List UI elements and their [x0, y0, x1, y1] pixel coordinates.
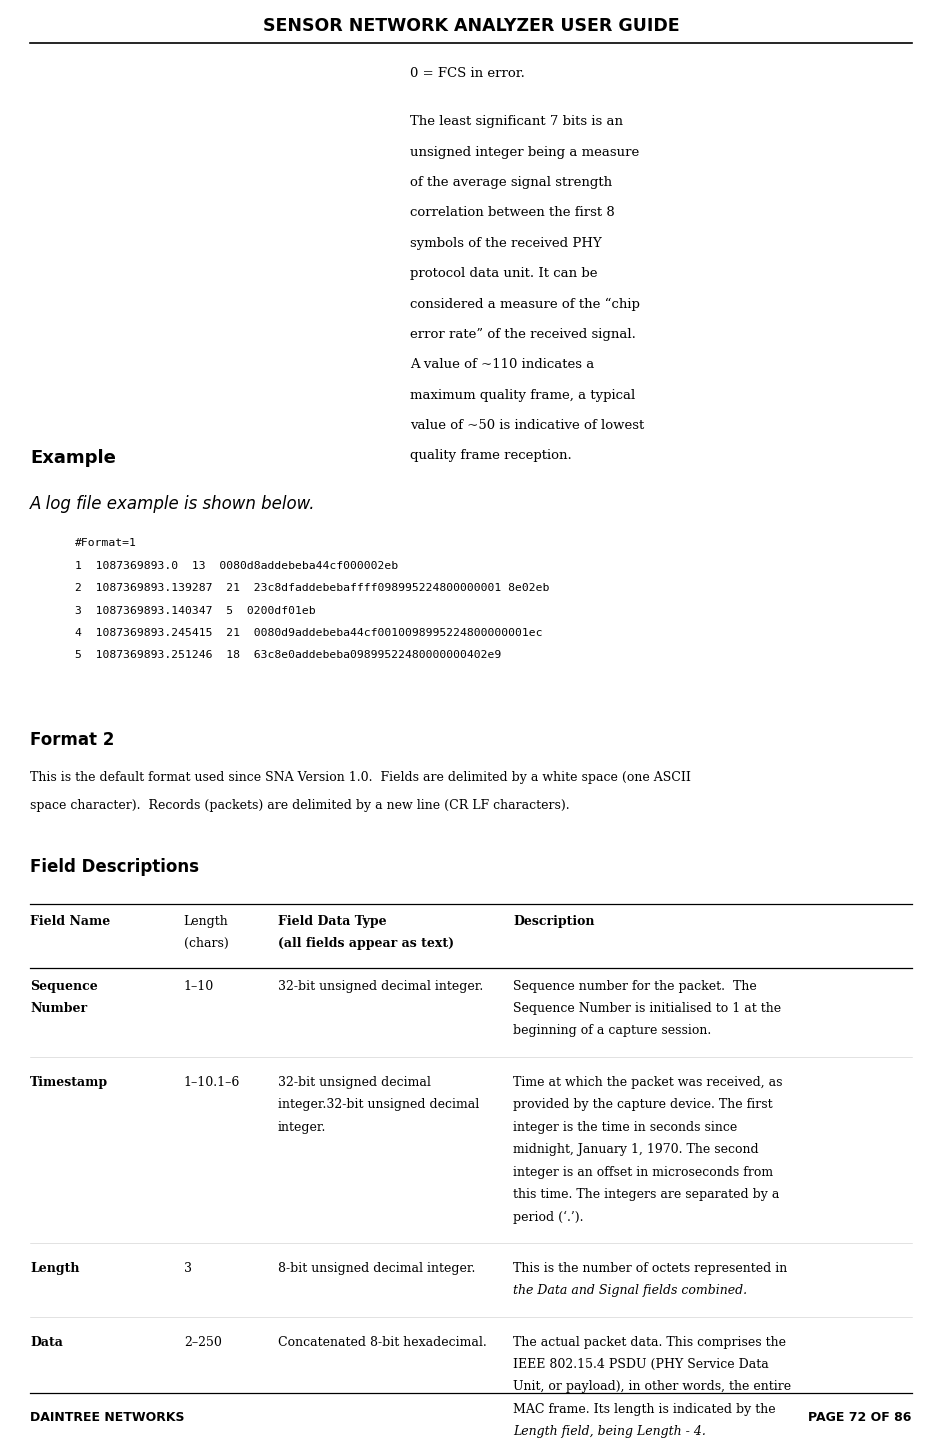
Text: unsigned integer being a measure: unsigned integer being a measure	[410, 146, 639, 159]
Text: Field Descriptions: Field Descriptions	[30, 858, 199, 875]
Text: The actual packet data. This comprises the: The actual packet data. This comprises t…	[513, 1336, 787, 1349]
Text: beginning of a capture session.: beginning of a capture session.	[513, 1024, 711, 1037]
Text: Number: Number	[30, 1001, 88, 1014]
Text: 3  1087369893.140347  5  0200df01eb: 3 1087369893.140347 5 0200df01eb	[75, 605, 316, 615]
Text: Unit, or payload), in other words, the entire: Unit, or payload), in other words, the e…	[513, 1380, 791, 1393]
Text: symbols of the received PHY: symbols of the received PHY	[410, 237, 602, 250]
Text: IEEE 802.15.4 PSDU (PHY Service Data: IEEE 802.15.4 PSDU (PHY Service Data	[513, 1359, 769, 1370]
Text: error rate” of the received signal.: error rate” of the received signal.	[410, 328, 636, 341]
Text: Length: Length	[30, 1262, 80, 1275]
Text: 3: 3	[184, 1262, 191, 1275]
Text: This is the number of octets represented in: This is the number of octets represented…	[513, 1262, 788, 1275]
Text: 0 = FCS in error.: 0 = FCS in error.	[410, 67, 525, 80]
Text: 1  1087369893.0  13  0080d8addebeba44cf000002eb: 1 1087369893.0 13 0080d8addebeba44cf0000…	[75, 560, 398, 570]
Text: 2  1087369893.139287  21  23c8dfaddebebaffff098995224800000001 8e02eb: 2 1087369893.139287 21 23c8dfaddebebafff…	[75, 583, 550, 593]
Text: Description: Description	[513, 915, 595, 928]
Text: integer is an offset in microseconds from: integer is an offset in microseconds fro…	[513, 1166, 773, 1178]
Text: Timestamp: Timestamp	[30, 1077, 108, 1088]
Text: (all fields appear as text): (all fields appear as text)	[278, 938, 454, 949]
Text: #Format=1: #Format=1	[75, 538, 138, 548]
Text: protocol data unit. It can be: protocol data unit. It can be	[410, 268, 597, 281]
Text: considered a measure of the “chip: considered a measure of the “chip	[410, 298, 640, 311]
Text: Field Name: Field Name	[30, 915, 110, 928]
Text: Time at which the packet was received, as: Time at which the packet was received, a…	[513, 1077, 783, 1088]
Text: 32-bit unsigned decimal integer.: 32-bit unsigned decimal integer.	[278, 980, 483, 993]
Text: quality frame reception.: quality frame reception.	[410, 450, 572, 463]
Text: DAINTREE NETWORKS: DAINTREE NETWORKS	[30, 1411, 185, 1424]
Text: Sequence Number is initialised to 1 at the: Sequence Number is initialised to 1 at t…	[513, 1001, 782, 1014]
Text: A log file example is shown below.: A log file example is shown below.	[30, 495, 316, 512]
Text: integer.: integer.	[278, 1121, 326, 1133]
Text: 1–10: 1–10	[184, 980, 214, 993]
Text: 5  1087369893.251246  18  63c8e0addebeba09899522480000000402e9: 5 1087369893.251246 18 63c8e0addebeba098…	[75, 651, 501, 660]
Text: The least significant 7 bits is an: The least significant 7 bits is an	[410, 116, 623, 129]
Text: Sequence number for the packet.  The: Sequence number for the packet. The	[513, 980, 757, 993]
Text: This is the default format used since SNA Version 1.0.  Fields are delimited by : This is the default format used since SN…	[30, 771, 691, 784]
Text: Data: Data	[30, 1336, 63, 1349]
Text: this time. The integers are separated by a: this time. The integers are separated by…	[513, 1188, 780, 1201]
Text: SENSOR NETWORK ANALYZER USER GUIDE: SENSOR NETWORK ANALYZER USER GUIDE	[263, 17, 679, 35]
Text: correlation between the first 8: correlation between the first 8	[410, 207, 614, 220]
Text: Length: Length	[184, 915, 229, 928]
Text: PAGE 72 OF 86: PAGE 72 OF 86	[808, 1411, 912, 1424]
Text: of the average signal strength: of the average signal strength	[410, 177, 612, 190]
Text: (chars): (chars)	[184, 938, 229, 949]
Text: MAC frame. Its length is indicated by the: MAC frame. Its length is indicated by th…	[513, 1404, 776, 1415]
Text: Field Data Type: Field Data Type	[278, 915, 386, 928]
Text: 1–10.1–6: 1–10.1–6	[184, 1077, 240, 1088]
Text: integer.32-bit unsigned decimal: integer.32-bit unsigned decimal	[278, 1098, 479, 1111]
Text: midnight, January 1, 1970. The second: midnight, January 1, 1970. The second	[513, 1143, 759, 1156]
Text: 4  1087369893.245415  21  0080d9addebeba44cf0010098995224800000001ec: 4 1087369893.245415 21 0080d9addebeba44c…	[75, 628, 543, 638]
Text: Format 2: Format 2	[30, 731, 115, 748]
Text: 8-bit unsigned decimal integer.: 8-bit unsigned decimal integer.	[278, 1262, 476, 1275]
Text: provided by the capture device. The first: provided by the capture device. The firs…	[513, 1098, 773, 1111]
Text: value of ~50 is indicative of lowest: value of ~50 is indicative of lowest	[410, 420, 644, 433]
Text: Example: Example	[30, 449, 116, 466]
Text: space character).  Records (packets) are delimited by a new line (CR LF characte: space character). Records (packets) are …	[30, 799, 570, 812]
Text: Length field, being Length - 4.: Length field, being Length - 4.	[513, 1425, 706, 1438]
Text: A value of ~110 indicates a: A value of ~110 indicates a	[410, 359, 594, 372]
Text: Sequence: Sequence	[30, 980, 98, 993]
Text: maximum quality frame, a typical: maximum quality frame, a typical	[410, 389, 635, 402]
Text: 32-bit unsigned decimal: 32-bit unsigned decimal	[278, 1077, 430, 1088]
Text: 2–250: 2–250	[184, 1336, 221, 1349]
Text: the Data and Signal fields combined.: the Data and Signal fields combined.	[513, 1285, 748, 1297]
Text: Concatenated 8-bit hexadecimal.: Concatenated 8-bit hexadecimal.	[278, 1336, 487, 1349]
Text: integer is the time in seconds since: integer is the time in seconds since	[513, 1121, 738, 1133]
Text: period (‘.’).: period (‘.’).	[513, 1210, 584, 1224]
